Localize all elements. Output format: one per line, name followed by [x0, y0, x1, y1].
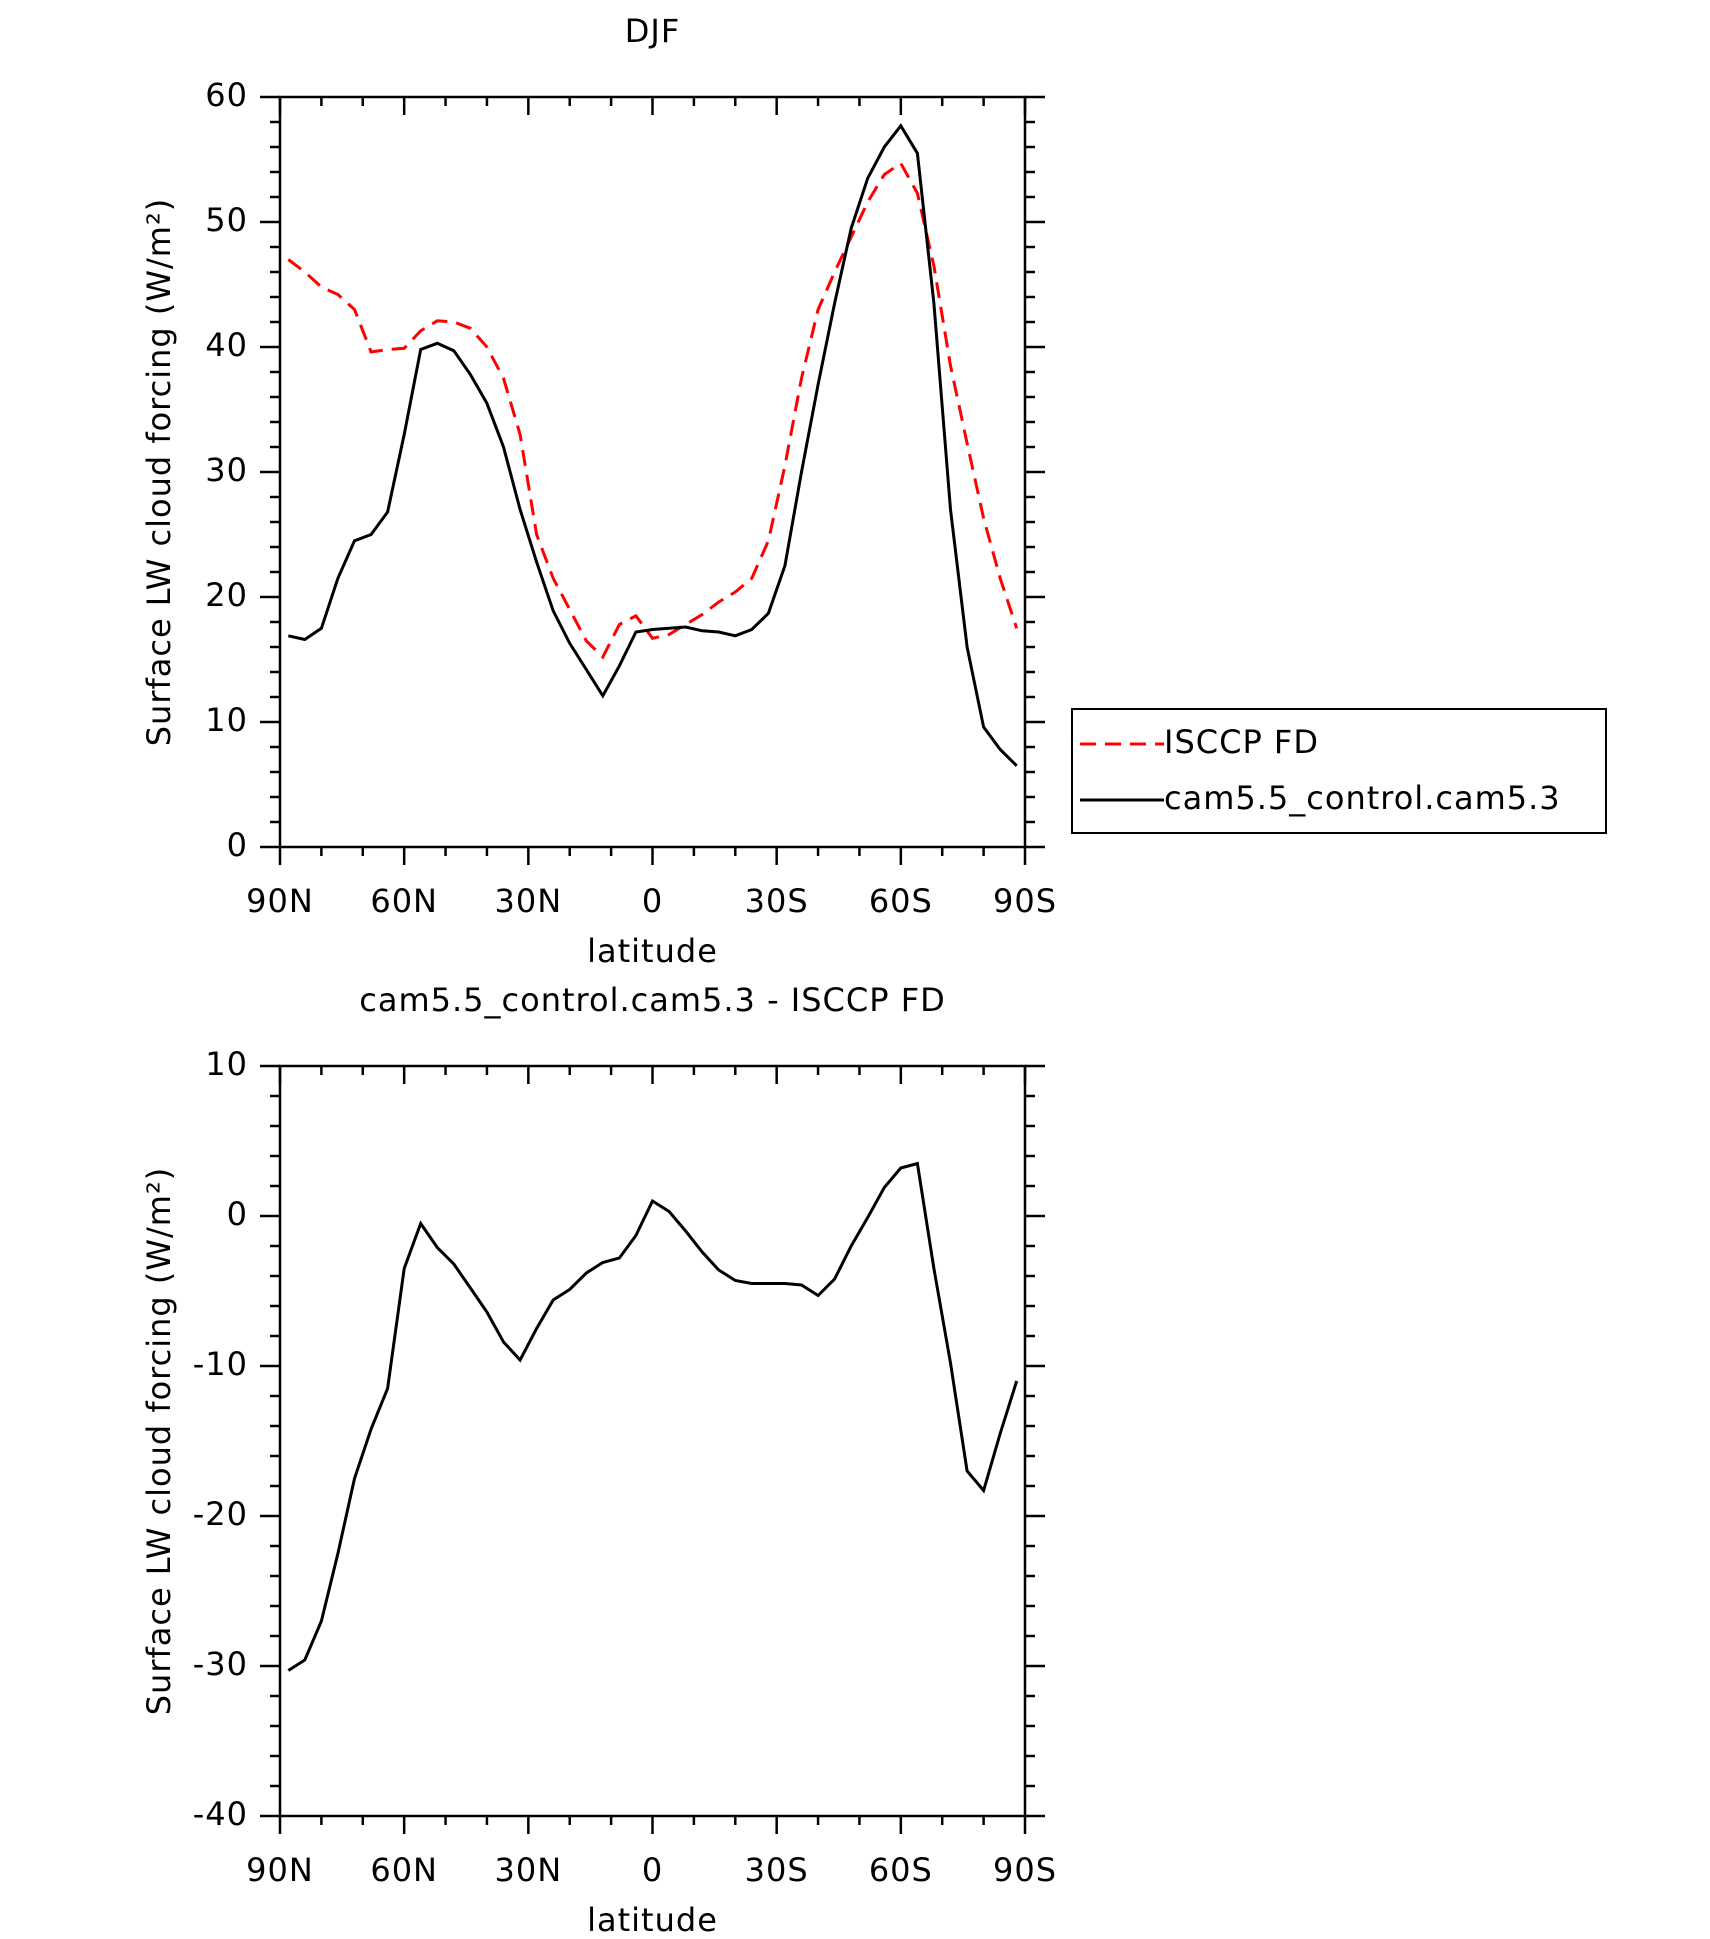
x-tick-label: 60N	[370, 882, 438, 920]
x-tick-label: 30S	[745, 1851, 809, 1889]
y-tick-label: 10	[205, 1045, 248, 1083]
x-axis-label: latitude	[587, 932, 718, 970]
y-tick-label: 20	[205, 576, 248, 614]
chart-title: DJF	[625, 12, 680, 50]
x-tick-label: 30N	[495, 882, 563, 920]
series-line	[287, 161, 1019, 660]
y-tick-label: 40	[205, 326, 248, 364]
y-tick-label: 30	[205, 451, 248, 489]
series-line	[287, 1161, 1019, 1672]
y-tick-label: -10	[193, 1345, 248, 1383]
y-axis-label: Surface LW cloud forcing (W/m²)	[140, 1167, 178, 1716]
chart-title: cam5.5_control.cam5.3 - ISCCP FD	[359, 981, 945, 1019]
x-tick-label: 90N	[246, 1851, 314, 1889]
y-axis-label: Surface LW cloud forcing (W/m²)	[140, 198, 178, 747]
legend-label: ISCCP FD	[1164, 723, 1319, 761]
x-tick-label: 0	[642, 882, 663, 920]
x-tick-label: 60S	[869, 1851, 933, 1889]
x-tick-label: 30N	[495, 1851, 563, 1889]
plot-frame	[278, 95, 1027, 849]
y-tick-label: 0	[227, 1195, 248, 1233]
x-tick-label: 60S	[869, 882, 933, 920]
x-axis-label: latitude	[587, 1901, 718, 1939]
y-tick-label: -40	[193, 1795, 248, 1833]
x-tick-label: 30S	[745, 882, 809, 920]
x-tick-label: 0	[642, 1851, 663, 1889]
plot-frame	[278, 1064, 1027, 1818]
y-tick-label: 0	[227, 826, 248, 864]
series-line	[287, 123, 1018, 767]
y-tick-label: 10	[205, 701, 248, 739]
x-tick-label: 90N	[246, 882, 314, 920]
y-tick-label: 50	[205, 201, 248, 239]
x-tick-label: 90S	[993, 1851, 1057, 1889]
x-tick-label: 60N	[370, 1851, 438, 1889]
x-tick-label: 90S	[993, 882, 1057, 920]
legend-box	[1071, 708, 1607, 834]
y-tick-label: 60	[205, 76, 248, 114]
y-tick-label: -20	[193, 1495, 248, 1533]
legend-label: cam5.5_control.cam5.3	[1164, 779, 1561, 817]
y-tick-label: -30	[193, 1645, 248, 1683]
